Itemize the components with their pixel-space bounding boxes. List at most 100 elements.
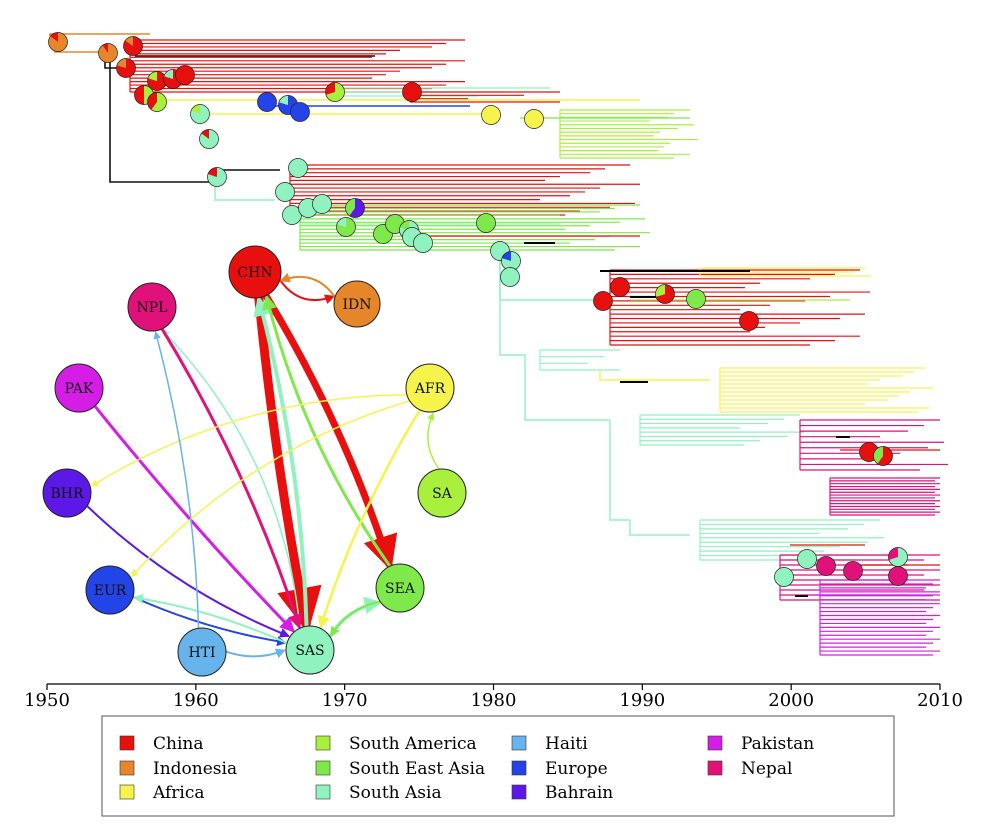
legend-swatch <box>315 784 331 800</box>
ancestral-state-pie <box>888 566 908 586</box>
ancestral-state-pie <box>797 549 817 569</box>
legend-swatch <box>315 735 331 751</box>
network-node-label: SA <box>432 486 453 502</box>
tree-branch <box>499 250 525 356</box>
network-node-label: AFR <box>414 381 446 397</box>
network-edge-sas-to-npl <box>161 329 301 629</box>
ancestral-state-pie <box>207 167 227 187</box>
legend-label: South America <box>349 734 477 754</box>
ancestral-state-pie <box>413 233 433 253</box>
ancestral-state-pie <box>873 446 893 466</box>
network-edge-afr-to-sas <box>317 408 422 629</box>
network-node-label: BHR <box>50 486 83 502</box>
network-edge-afr-to-bhr <box>90 393 408 487</box>
ancestral-state-pie <box>593 291 613 311</box>
ancestral-state-pie <box>199 129 219 149</box>
legend-label: Indonesia <box>153 759 237 779</box>
network-edge-hti-to-sas <box>224 648 286 659</box>
ancestral-state-pie <box>402 82 422 102</box>
ancestral-state-pie <box>290 102 310 122</box>
network-node-idn: IDN <box>333 280 381 328</box>
network-edge-sas-to-sea <box>328 596 383 639</box>
network-node-circle <box>375 563 425 613</box>
time-axis: 1950 1960 1970 1980 1990 2000 2010 <box>24 683 963 711</box>
ancestral-state-pie <box>655 284 675 304</box>
network-edge-sa-to-afr <box>427 412 441 470</box>
network-node-label: SAS <box>295 643 324 659</box>
ancestral-state-pie <box>312 194 332 214</box>
tree-branch <box>599 370 710 381</box>
network-node-circle <box>228 245 282 299</box>
axis-tick-label: 1960 <box>173 690 219 711</box>
tree-branch <box>609 420 630 521</box>
axis-tick-label: 1990 <box>619 690 665 711</box>
legend-swatch <box>511 735 527 751</box>
ancestral-state-pie <box>476 213 496 233</box>
network-node-eur: EUR <box>85 565 135 615</box>
network-node-label: IDN <box>342 297 371 313</box>
ancestral-state-pie <box>739 311 759 331</box>
legend-label: Africa <box>152 783 205 803</box>
ancestral-state-pie <box>190 104 210 124</box>
network-node-label: HTI <box>188 645 215 661</box>
legend-swatch <box>119 760 135 776</box>
network-node-circle <box>417 468 467 518</box>
legend-swatch <box>707 735 723 751</box>
legend-swatch <box>511 784 527 800</box>
network-edge-sas-to-eur <box>132 593 289 645</box>
axis-tick-label: 2010 <box>917 690 963 711</box>
network-edge-idn-to-chn <box>279 272 337 299</box>
ancestral-state-pie <box>98 43 118 63</box>
network-node-pak: PAK <box>54 363 104 413</box>
phylogenetic-tree <box>48 32 948 656</box>
ancestral-state-pie <box>288 158 308 178</box>
network-edge-chn-to-idn <box>278 278 336 304</box>
ancestral-state-pie <box>524 109 544 129</box>
network-node-circle <box>42 468 92 518</box>
ancestral-state-pie <box>345 198 365 218</box>
network-edge-npl-to-sas <box>160 327 303 630</box>
ancestral-state-pie <box>774 567 794 587</box>
network-node-chn: CHN <box>228 245 282 299</box>
network-node-circle <box>54 363 104 413</box>
legend-label: South Asia <box>349 783 442 803</box>
tree-branch <box>629 520 690 536</box>
legend: China Indonesia Africa South America South E… <box>101 715 895 817</box>
ancestral-state-pie <box>500 267 520 287</box>
ancestral-state-pie <box>175 65 195 85</box>
legend-label: Nepal <box>741 759 792 779</box>
ancestral-state-pie <box>48 32 68 52</box>
network-node-label: EUR <box>94 583 127 599</box>
legend-label: Europe <box>545 759 608 779</box>
tree-branch <box>214 182 275 201</box>
legend-swatch <box>119 784 135 800</box>
network-node-sas: SAS <box>285 625 335 675</box>
network-node-label: PAK <box>65 381 94 397</box>
legend-label: Pakistan <box>741 734 814 754</box>
network-node-npl: NPL <box>127 282 177 332</box>
network-edge-sea-to-sas <box>330 600 382 637</box>
ancestral-state-pie <box>481 105 501 125</box>
legend-box <box>101 715 895 817</box>
ancestral-state-pie <box>610 277 630 297</box>
ancestral-state-pie <box>257 92 277 112</box>
legend-label: Haiti <box>545 734 588 754</box>
legend-label: China <box>153 734 203 754</box>
axis-tick-label: 2000 <box>768 690 814 711</box>
ancestral-state-pie <box>275 182 295 202</box>
ancestral-state-pie <box>686 289 706 309</box>
network-edge-chn-to-sas <box>254 293 322 634</box>
network-node-label: SEA <box>385 581 416 597</box>
axis-tick-label: 1970 <box>322 690 368 711</box>
network-node-label: CHN <box>237 265 272 281</box>
network-edge-sas-to-chn <box>253 295 309 629</box>
legend-swatch <box>119 735 135 751</box>
ancestral-state-pie <box>816 556 836 576</box>
axis-tick-label: 1950 <box>24 690 70 711</box>
network-edge-hti-to-npl <box>153 331 200 629</box>
legend-label: South East Asia <box>349 759 485 779</box>
ancestral-state-pie <box>888 547 908 567</box>
network-edge-afr-to-eur <box>130 400 411 578</box>
network-node-hti: HTI <box>177 627 227 677</box>
